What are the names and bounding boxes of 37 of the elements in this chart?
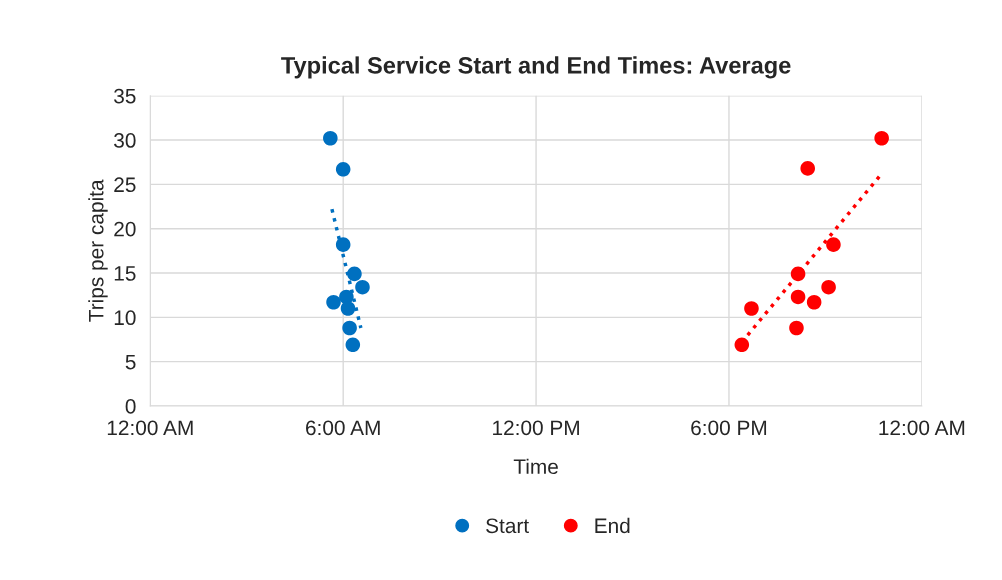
point <box>826 237 841 252</box>
point <box>800 161 815 176</box>
point <box>789 320 804 336</box>
legend-label: End <box>595 517 630 534</box>
legend-label: Start <box>486 518 529 534</box>
point <box>790 266 806 282</box>
y-tick-label: 35 <box>114 88 136 104</box>
point <box>345 337 361 353</box>
x-axis-title: Time <box>513 458 558 475</box>
x-tick-label: 12:00 AM <box>879 420 965 436</box>
y-axis-title: Trips per capita <box>88 179 108 322</box>
point <box>335 237 351 252</box>
point <box>734 337 750 353</box>
point <box>326 294 341 310</box>
point <box>347 266 362 282</box>
point <box>323 130 338 146</box>
point <box>335 162 351 177</box>
y-tick-label: 10 <box>114 310 136 326</box>
x-tick-label: 6:00 AM <box>306 420 380 436</box>
point <box>874 130 889 146</box>
y-tick-label: 25 <box>114 177 136 193</box>
point <box>744 301 759 316</box>
x-tick-label: 12:00 AM <box>107 420 193 436</box>
y-tick-label: 0 <box>125 399 136 414</box>
x-tick-label: 12:00 PM <box>493 420 579 436</box>
point <box>790 289 806 305</box>
chart-title: Typical Service Start and End Times: Average <box>281 56 791 79</box>
y-tick-label: 5 <box>125 354 136 370</box>
y-tick-label: 15 <box>114 266 136 281</box>
point <box>821 279 836 295</box>
point <box>806 294 822 310</box>
x-tick-label: 6:00 PM <box>691 420 767 436</box>
y-tick-label: 20 <box>114 221 136 237</box>
point <box>340 301 356 316</box>
y-tick-label: 30 <box>114 133 136 148</box>
point <box>342 320 357 336</box>
point <box>355 279 370 295</box>
